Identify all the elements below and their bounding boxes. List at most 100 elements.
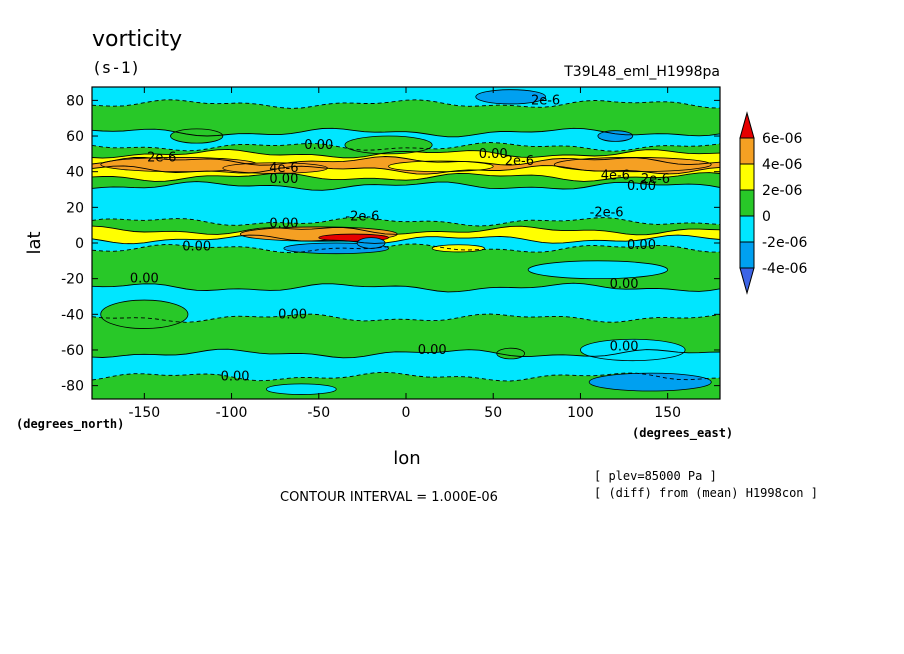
colorbar-level-label: -2e-06	[762, 235, 808, 251]
y-tick-label: 80	[66, 93, 84, 109]
y-tick-label: 60	[66, 129, 84, 145]
colorbar-level-label: 2e-06	[762, 183, 802, 199]
colorbar-level-label: 0	[762, 209, 771, 225]
contour-label: -2e-6	[345, 209, 379, 224]
contour-line	[92, 371, 720, 382]
contour-line	[92, 313, 720, 323]
note-diff: [ (diff) from (mean) H1998con ]	[594, 486, 818, 500]
y-tick-label: -80	[61, 379, 84, 395]
colorbar-level-label: 4e-06	[762, 157, 802, 173]
contour-line	[92, 165, 720, 175]
vorticity-band	[92, 165, 720, 182]
contour-label: 2e-6	[531, 93, 560, 108]
vorticity-patch	[344, 135, 433, 155]
vorticity-band	[92, 244, 720, 292]
colorbar-swatch	[739, 241, 755, 269]
vorticity-band	[92, 349, 720, 381]
run-label: T39L48_eml_H1998pa	[563, 64, 720, 80]
colorbar-bottom-arrow	[739, 267, 755, 295]
vorticity-patch	[100, 299, 189, 329]
contour-label: 0.00	[130, 272, 159, 287]
contour-line	[92, 148, 720, 159]
contour-line	[92, 282, 720, 293]
colorbar-swatch	[739, 137, 755, 165]
chart-title: vorticity	[92, 27, 182, 52]
contour-label: 4e-6	[601, 168, 630, 183]
x-axis-ticks: -150 -100 -50 0 50 100 150	[128, 87, 681, 421]
x-tick-label: 150	[654, 405, 681, 421]
vorticity-patch	[527, 260, 669, 280]
contour-line	[92, 99, 720, 109]
note-plev: [ plev=85000 Pa ]	[594, 469, 717, 483]
y-axis-ticks: 80 60 40 20 0 -20 -40 -60 -80	[61, 93, 720, 395]
y-unit-label: (degrees_north)	[16, 417, 124, 432]
colorbar-swatch	[739, 163, 755, 191]
y-axis-label: lat	[24, 231, 45, 254]
x-tick-label: 50	[484, 405, 502, 421]
contour-label: 0.00	[627, 179, 656, 194]
y-tick-label: 20	[66, 200, 84, 216]
contour-line	[92, 348, 720, 359]
vorticity-patch	[170, 128, 224, 144]
x-tick-label: 100	[567, 405, 594, 421]
contour-line	[92, 243, 720, 254]
contour-line	[92, 156, 720, 166]
contour-label: 0.00	[610, 277, 639, 292]
contour-line	[92, 234, 720, 245]
contour-lines	[92, 99, 720, 382]
y-tick-label: -40	[61, 307, 84, 323]
vorticity-patch	[475, 89, 546, 105]
x-tick-label: -100	[216, 405, 248, 421]
chart-units: (s-1)	[92, 58, 140, 77]
colorbar-swatch	[739, 189, 755, 217]
contour-label: 2e-6	[505, 154, 534, 169]
y-tick-label: 0	[75, 236, 84, 252]
contour-label: 0.00	[479, 147, 508, 162]
contour-line	[92, 142, 720, 152]
contour-line	[92, 172, 720, 182]
contour-label: 0.00	[269, 216, 298, 231]
colorbar-level-label: 6e-06	[762, 131, 802, 147]
contour-label: 0.00	[610, 339, 639, 354]
colorbar: 6e-06 4e-06 2e-06 0 -2e-06 -4e-06	[739, 111, 808, 295]
vorticity-band	[92, 99, 720, 137]
x-axis-label: lon	[393, 448, 420, 469]
contour-label: 0.00	[418, 343, 447, 358]
vorticity-fill	[92, 87, 720, 399]
contour-label: 4e-6	[269, 161, 298, 176]
contour-label: 0.00	[269, 172, 298, 187]
contour-label: 0.00	[304, 138, 333, 153]
x-unit-label: (degrees_east)	[632, 426, 733, 441]
vorticity-patch	[431, 244, 485, 253]
y-tick-label: -60	[61, 343, 84, 359]
contour-line	[92, 225, 720, 236]
vorticity-band	[92, 181, 720, 226]
colorbar-top-arrow	[739, 111, 755, 139]
contour-interval: CONTOUR INTERVAL = 1.000E-06	[280, 490, 498, 505]
vorticity-patch	[588, 372, 712, 392]
contour-label: 2e-6	[641, 172, 670, 187]
y-tick-label: -20	[61, 272, 84, 288]
vorticity-patch	[266, 383, 337, 395]
x-tick-label: -150	[128, 405, 160, 421]
contour-label: 0.00	[278, 307, 307, 322]
colorbar-swatch	[739, 215, 755, 243]
vorticity-patch	[388, 160, 494, 173]
contour-line	[92, 127, 720, 138]
vorticity-band	[92, 283, 720, 323]
contour-label: 2e-6	[147, 150, 176, 165]
vorticity-band	[92, 314, 720, 358]
contour-line	[92, 181, 720, 191]
contour-line	[92, 216, 720, 227]
contour-label: 0.00	[627, 238, 656, 253]
contour-label: -2e-6	[590, 206, 624, 221]
x-tick-label: 0	[402, 405, 411, 421]
colorbar-level-label: -4e-06	[762, 261, 808, 277]
x-tick-label: -50	[307, 405, 330, 421]
contour-label: 0.00	[182, 240, 211, 255]
contour-label: 0.00	[221, 370, 250, 385]
vorticity-band	[92, 372, 720, 399]
